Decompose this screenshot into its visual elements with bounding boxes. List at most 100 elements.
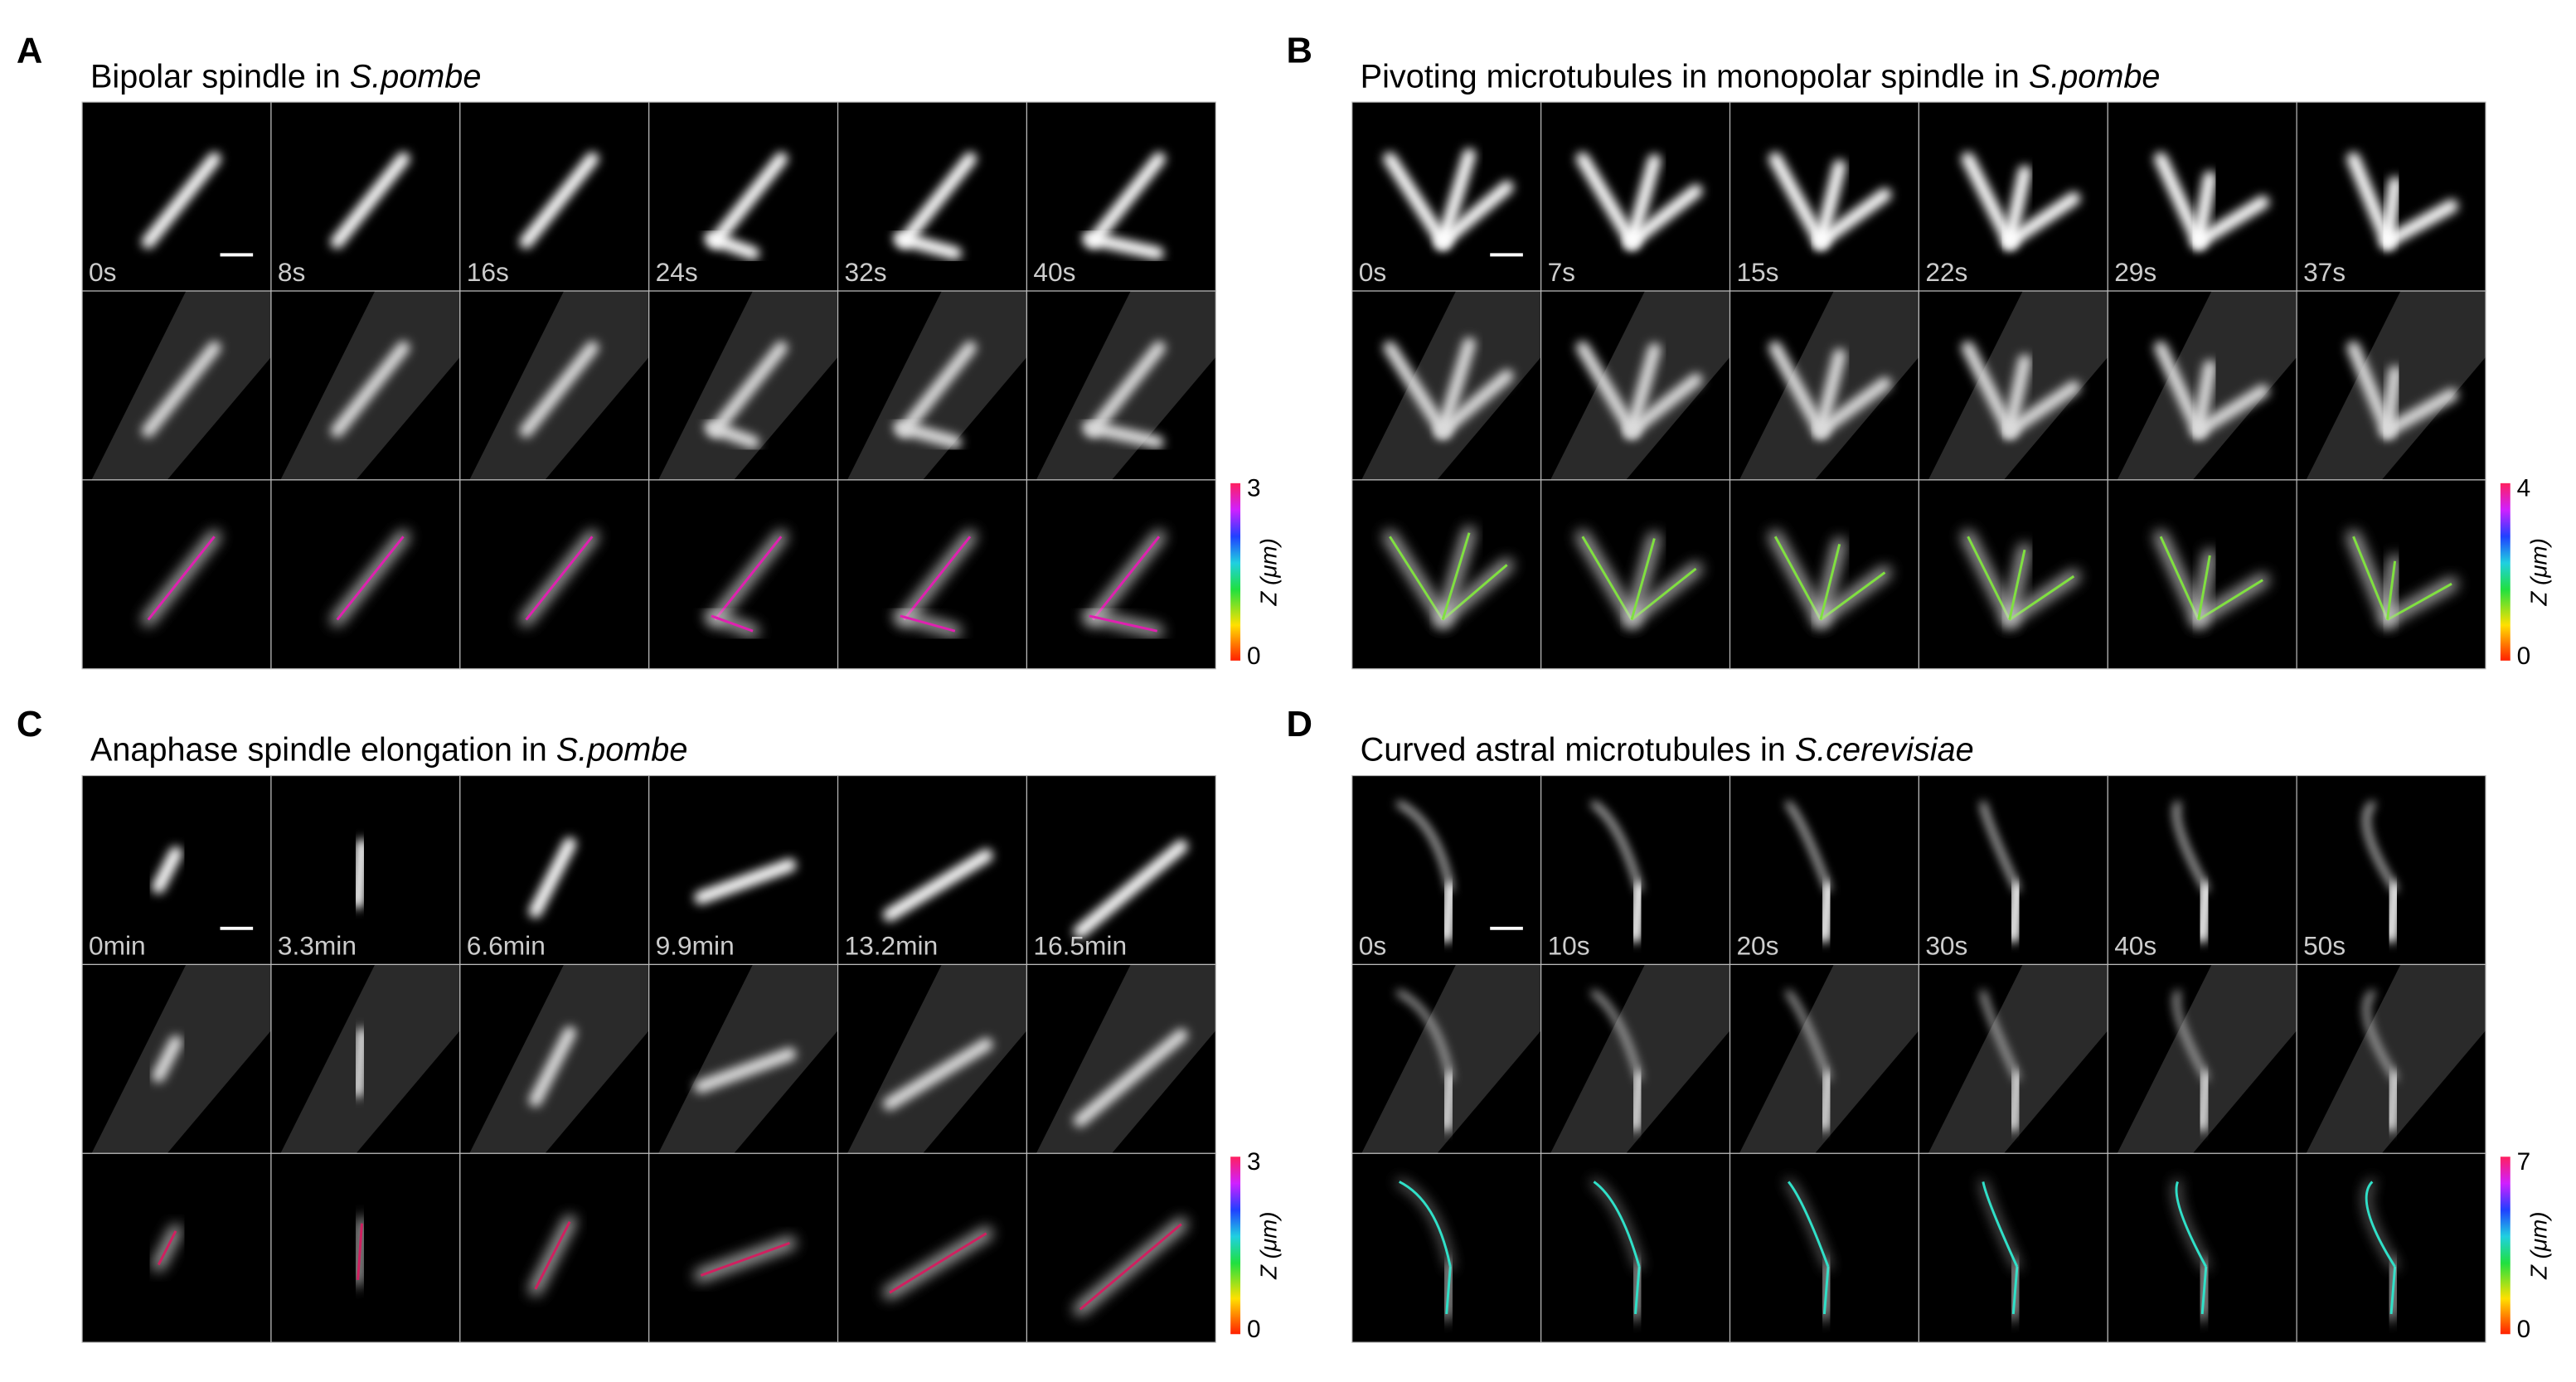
image-tile (648, 102, 838, 292)
fluorescence (2002, 165, 2031, 249)
title-space (341, 58, 350, 95)
image-tile (459, 479, 649, 669)
fluorescence (1768, 341, 1827, 438)
fluorescence (2384, 1071, 2402, 1132)
fluorescence (893, 420, 962, 449)
fluorescence (528, 1026, 577, 1108)
image-tile (1026, 102, 1216, 292)
trace (2389, 1266, 2397, 1315)
fluorescence (1436, 148, 1476, 249)
trace (1399, 1181, 1452, 1268)
fluorescence (2191, 360, 2217, 438)
time-label: 0s (1359, 257, 1386, 287)
time-label: 37s (2303, 257, 2346, 287)
trace (147, 536, 216, 621)
image-tile (459, 775, 649, 965)
image-tile (2297, 479, 2486, 669)
image-tile (2108, 102, 2297, 292)
image-tile (1919, 775, 2108, 965)
image-tile (1540, 291, 1730, 480)
trace (1089, 614, 1157, 633)
fluorescence (141, 341, 221, 438)
image-tile (648, 1153, 838, 1343)
title-space (547, 732, 556, 769)
fluorescence (2174, 990, 2209, 1081)
trace (1092, 536, 1161, 621)
colorbar-max: 3 (1247, 475, 1261, 502)
tile-bg (82, 1153, 271, 1343)
trace (1820, 571, 1886, 621)
image-tile (1919, 102, 2108, 292)
fluorescence (2364, 990, 2398, 1081)
image-tile (1026, 479, 1216, 669)
trace (700, 1241, 790, 1277)
fluorescence (2191, 384, 2270, 438)
trace (2008, 549, 2026, 620)
fluorescence (1436, 180, 1514, 249)
image-tile (1919, 1153, 2108, 1343)
image-tile (270, 291, 460, 480)
image-tile (270, 102, 460, 292)
image-tile (2297, 775, 2486, 965)
fluorescence (1817, 882, 1835, 943)
fluorescence (141, 152, 221, 249)
time-label: 32s (844, 257, 886, 287)
tile-bg (1026, 775, 1216, 965)
fluorescence (1813, 159, 1846, 249)
time-label: 24s (656, 257, 698, 287)
image-tile (1919, 479, 2108, 669)
fluorescence (528, 837, 577, 919)
fluorescence (1086, 152, 1166, 249)
colorbar (1230, 1157, 1241, 1335)
fluorescence (2364, 801, 2398, 892)
image-tile (648, 291, 838, 480)
trace (525, 536, 594, 621)
fluorescence (1575, 152, 1638, 249)
image-tile (648, 775, 838, 965)
fluorescence (1436, 369, 1514, 438)
image-tile (82, 479, 271, 669)
fluorescence (704, 420, 759, 449)
fluorescence (1625, 373, 1703, 438)
tile-bg (1351, 102, 1541, 292)
fluorescence (1383, 341, 1450, 438)
trace (900, 614, 956, 633)
fluorescence (1817, 1071, 1835, 1132)
fluorescence (1813, 376, 1892, 438)
fluorescence (1575, 341, 1638, 438)
fluorescence (2006, 882, 2024, 943)
tile-bg (837, 775, 1027, 965)
fluorescence (519, 152, 599, 249)
fluorescence (897, 152, 978, 249)
fluorescence (152, 846, 182, 894)
colorbar-label: Z (μm) (2525, 538, 2551, 606)
time-label: 20s (1736, 931, 1778, 961)
trace (889, 1232, 987, 1294)
fluorescence (2195, 882, 2213, 943)
colorbar-max: 4 (2517, 475, 2531, 502)
image-tile (2297, 102, 2486, 292)
trace (714, 536, 783, 621)
image-tile (1729, 479, 1919, 669)
tile-bg (837, 1153, 1027, 1343)
colorbar-min: 0 (2517, 643, 2531, 670)
panel-title: Bipolar spindle in S.pombe (90, 58, 481, 95)
fluorescence (1768, 152, 1827, 249)
fluorescence (2191, 195, 2270, 249)
image-tile (1540, 775, 1730, 965)
mask-region (1739, 964, 1919, 1154)
mask-region (280, 964, 460, 1154)
trace (1445, 1266, 1452, 1315)
image-tile (837, 1153, 1027, 1343)
time-label: 15s (1736, 257, 1778, 287)
mask-region (1928, 964, 2108, 1154)
panel-letter: A (17, 32, 42, 71)
fluorescence (2154, 341, 2205, 438)
title-text: Pivoting microtubules in monopolar spind… (1361, 58, 2020, 95)
fluorescence (2346, 341, 2394, 438)
trace (2352, 536, 2389, 621)
image-tile (82, 964, 271, 1154)
time-label: 9.9min (656, 931, 735, 961)
